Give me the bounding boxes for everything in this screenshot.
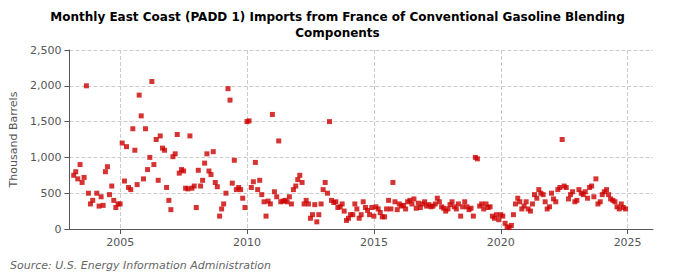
svg-text:2,000: 2,000 [30,79,62,92]
svg-text:Thousand Barrels: Thousand Barrels [7,91,20,188]
svg-text:Components: Components [295,26,380,40]
svg-text:1,500: 1,500 [30,115,62,128]
svg-text:0: 0 [54,223,61,236]
svg-text:2025: 2025 [614,236,642,249]
svg-text:Source: U.S. Energy Informatio: Source: U.S. Energy Information Administ… [10,259,271,272]
svg-text:2,500: 2,500 [30,44,62,57]
svg-text:2020: 2020 [487,236,515,249]
svg-text:2005: 2005 [106,236,134,249]
svg-text:2010: 2010 [233,236,261,249]
svg-text:500: 500 [40,187,61,200]
svg-text:Monthly East Coast (PADD 1) Im: Monthly East Coast (PADD 1) Imports from… [50,10,624,24]
svg-text:2015: 2015 [360,236,388,249]
svg-text:1,000: 1,000 [30,151,62,164]
